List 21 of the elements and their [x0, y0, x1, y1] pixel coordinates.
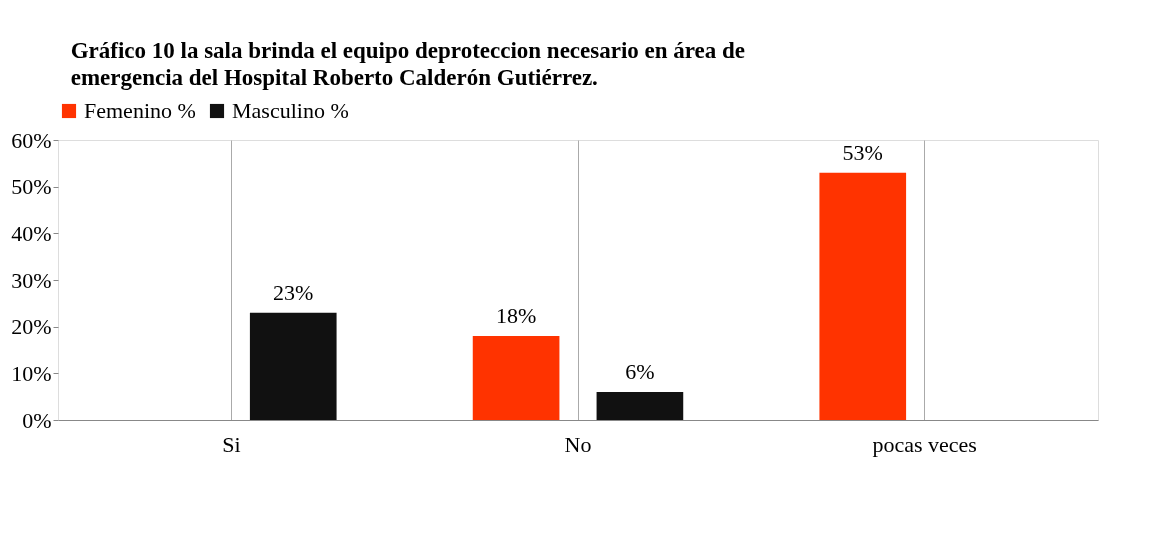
y-tick-label: 0% — [22, 407, 52, 433]
y-tick-label: 20% — [11, 314, 52, 340]
data-label: 53% — [842, 139, 883, 165]
chart-title: Gráfico 10 la sala brinda el equipo deproteccion necesario en área de emergencia del Hospital Roberto Calderón Gutiérrez. — [70, 38, 746, 90]
y-tick-label: 40% — [11, 220, 52, 246]
bar — [596, 392, 684, 420]
y-tick-label: 60% — [11, 127, 52, 153]
x-tick-label: No — [564, 431, 592, 457]
y-tick-label: 10% — [11, 360, 52, 386]
data-label: 18% — [495, 303, 537, 328]
legend-label: Femenino % — [84, 98, 196, 123]
y-tick-label: 30% — [11, 267, 52, 293]
x-tick-label: pocas veces — [872, 431, 977, 457]
data-label: 23% — [273, 279, 314, 305]
legend-label: Masculino % — [232, 98, 349, 123]
bar — [249, 312, 337, 420]
data-label: 6% — [625, 359, 655, 384]
bar — [819, 172, 907, 420]
x-tick-label: Si — [222, 431, 241, 457]
bar — [472, 336, 560, 420]
y-tick-label: 50% — [11, 174, 52, 200]
